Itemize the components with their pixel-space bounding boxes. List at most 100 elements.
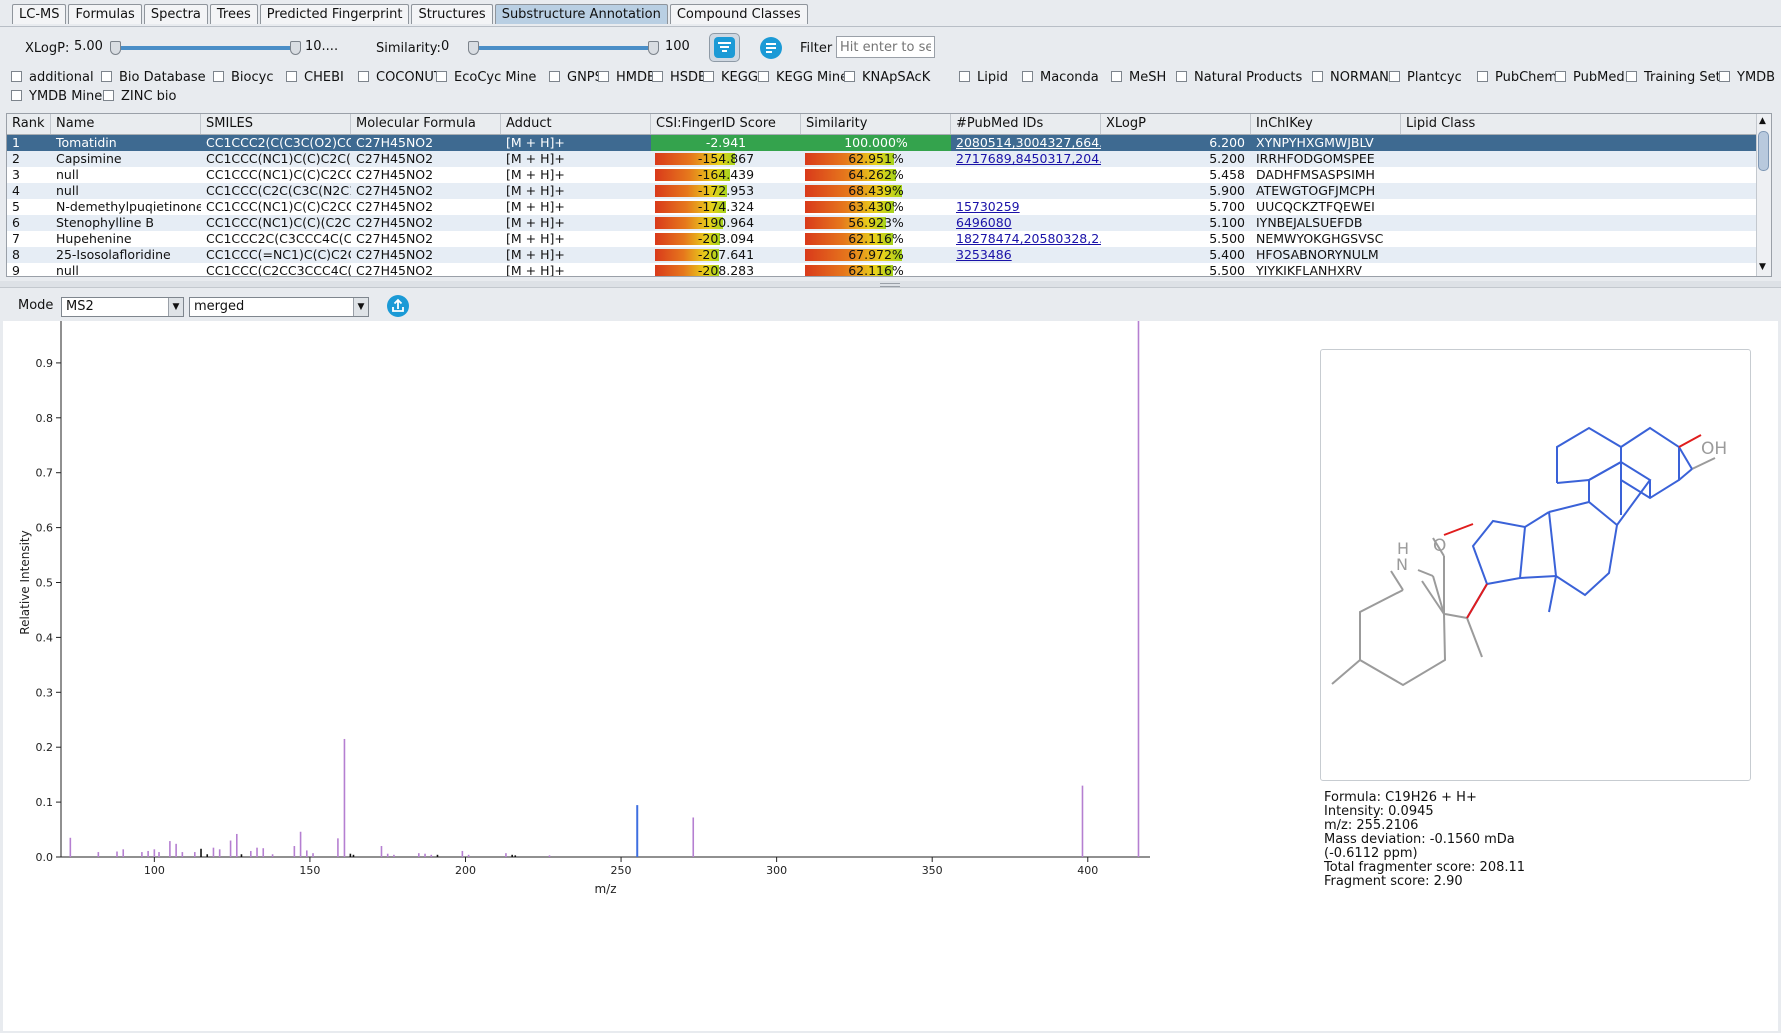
checkbox-icon[interactable]: [11, 90, 22, 101]
column-header-pubmed-ids[interactable]: #PubMed IDs: [951, 114, 1101, 134]
checkbox-icon[interactable]: [844, 71, 855, 82]
structure-filter-button[interactable]: [709, 33, 740, 62]
checkbox-icon[interactable]: [1626, 71, 1637, 82]
db-checkbox-mesh[interactable]: MeSH: [1111, 70, 1166, 85]
mode-select[interactable]: MS2 ▼: [61, 297, 184, 317]
tab-spectra[interactable]: Spectra: [143, 4, 208, 24]
table-row[interactable]: 2 Capsimine CC1CCC(NC1)C(C)C2C(C... C27H45N…: [7, 151, 1763, 167]
xlogp-min-value[interactable]: 5.00: [74, 39, 103, 54]
checkbox-icon[interactable]: [1477, 71, 1488, 82]
db-checkbox-kegg[interactable]: KEGG: [703, 70, 758, 85]
column-header-rank[interactable]: Rank: [7, 114, 51, 134]
db-checkbox-pubmed[interactable]: PubMed: [1555, 70, 1625, 85]
xlogp-slider[interactable]: [110, 40, 302, 56]
db-checkbox-maconda[interactable]: Maconda: [1022, 70, 1099, 85]
filter-search-input[interactable]: [836, 36, 935, 58]
tab-trees[interactable]: Trees: [209, 4, 258, 24]
list-filter-button[interactable]: [759, 36, 783, 60]
db-checkbox-pubchem[interactable]: PubChem: [1477, 70, 1557, 85]
db-checkbox-additional[interactable]: additional: [11, 70, 94, 85]
db-checkbox-plantcyc[interactable]: Plantcyc: [1389, 70, 1462, 85]
db-checkbox-ymdb[interactable]: YMDB: [1719, 70, 1775, 85]
db-checkbox-hmdb[interactable]: HMDB: [598, 70, 656, 85]
spectrum-select[interactable]: merged ▼: [189, 297, 369, 317]
checkbox-icon[interactable]: [286, 71, 297, 82]
db-checkbox-training-set[interactable]: Training Set: [1626, 70, 1721, 85]
similarity-min-value[interactable]: 0: [441, 39, 450, 54]
tab-structures[interactable]: Structures: [411, 4, 493, 24]
checkbox-icon[interactable]: [959, 71, 970, 82]
column-header-xlogp[interactable]: XLogP: [1101, 114, 1251, 134]
cell-pubmed[interactable]: 15730259: [951, 199, 1101, 215]
checkbox-icon[interactable]: [598, 71, 609, 82]
similarity-max-handle[interactable]: [648, 41, 659, 55]
table-vertical-scrollbar[interactable]: ▲ ▼: [1756, 114, 1771, 276]
checkbox-icon[interactable]: [358, 71, 369, 82]
scroll-up-icon[interactable]: ▲: [1759, 116, 1766, 126]
checkbox-icon[interactable]: [703, 71, 714, 82]
column-header-name[interactable]: Name: [51, 114, 201, 134]
table-row[interactable]: 9 null CC1CCC(C2CC3CCC4C(C3... C27H45NO2 [M …: [7, 263, 1763, 276]
tab-formulas[interactable]: Formulas: [68, 4, 142, 24]
pubmed-link[interactable]: 15730259: [956, 199, 1020, 214]
db-checkbox-ymdb-mine[interactable]: YMDB Mine: [11, 89, 102, 104]
cell-pubmed[interactable]: [951, 183, 1101, 199]
column-header-smiles[interactable]: SMILES: [201, 114, 351, 134]
db-checkbox-hsdb[interactable]: HSDB: [652, 70, 707, 85]
db-checkbox-natural-products[interactable]: Natural Products: [1176, 70, 1302, 85]
column-header-adduct[interactable]: Adduct: [501, 114, 651, 134]
checkbox-icon[interactable]: [1022, 71, 1033, 82]
column-header-inchikey[interactable]: InChIKey: [1251, 114, 1401, 134]
pubmed-link[interactable]: 2080514,3004327,664...: [956, 135, 1101, 150]
table-row[interactable]: 5 N-demethylpuqietinone CC1CCC(NC1)C(C)C2C…: [7, 199, 1763, 215]
table-row[interactable]: 3 null CC1CCC(NC1)C(C)C2CC... C27H45NO2 [M +…: [7, 167, 1763, 183]
checkbox-icon[interactable]: [1312, 71, 1323, 82]
db-checkbox-ecocyc-mine[interactable]: EcoCyc Mine: [436, 70, 536, 85]
tab-lc-ms[interactable]: LC-MS: [12, 4, 67, 24]
split-pane-divider[interactable]: [0, 281, 1781, 287]
cell-pubmed[interactable]: 3253486: [951, 247, 1101, 263]
checkbox-icon[interactable]: [213, 71, 224, 82]
xlogp-min-handle[interactable]: [110, 41, 121, 55]
tab-predicted-fingerprint[interactable]: Predicted Fingerprint: [259, 4, 410, 24]
checkbox-icon[interactable]: [11, 71, 22, 82]
table-row[interactable]: 8 25-Isosolafloridine CC1CCC(=NC1)C(C)C2C(…: [7, 247, 1763, 263]
cell-pubmed[interactable]: 6496080: [951, 215, 1101, 231]
scroll-thumb[interactable]: [1758, 131, 1769, 171]
db-checkbox-knapsack[interactable]: KNApSAcK: [844, 70, 930, 85]
tab-substructure-annotation[interactable]: Substructure Annotation: [494, 4, 668, 24]
db-checkbox-kegg-mine[interactable]: KEGG Mine: [758, 70, 848, 85]
similarity-max-value[interactable]: 100: [665, 39, 690, 54]
checkbox-icon[interactable]: [103, 90, 114, 101]
table-row[interactable]: 6 Stenophylline B CC1CCC(NC1)C(C)(C2CC... C…: [7, 215, 1763, 231]
column-header-similarity[interactable]: Similarity: [801, 114, 951, 134]
checkbox-icon[interactable]: [758, 71, 769, 82]
checkbox-icon[interactable]: [1111, 71, 1122, 82]
db-checkbox-biocyc[interactable]: Biocyc: [213, 70, 273, 85]
cell-pubmed[interactable]: 18278474,20580328,2...: [951, 231, 1101, 247]
export-button[interactable]: [386, 294, 410, 318]
db-checkbox-lipid[interactable]: Lipid: [959, 70, 1008, 85]
tab-compound-classes[interactable]: Compound Classes: [669, 4, 808, 24]
db-checkbox-norman[interactable]: NORMAN: [1312, 70, 1389, 85]
column-header-csi-fingerid-score[interactable]: CSI:FingerID Score: [651, 114, 801, 134]
scroll-down-icon[interactable]: ▼: [1759, 262, 1766, 272]
column-header-molecular-formula[interactable]: Molecular Formula: [351, 114, 501, 134]
cell-pubmed[interactable]: 2717689,8450317,204...: [951, 151, 1101, 167]
checkbox-icon[interactable]: [1389, 71, 1400, 82]
similarity-min-handle[interactable]: [468, 41, 479, 55]
pubmed-link[interactable]: 6496080: [956, 215, 1012, 230]
checkbox-icon[interactable]: [549, 71, 560, 82]
pubmed-link[interactable]: 2717689,8450317,204...: [956, 151, 1101, 166]
cell-pubmed[interactable]: [951, 263, 1101, 276]
db-checkbox-coconut[interactable]: COCONUT: [358, 70, 442, 85]
db-checkbox-chebi[interactable]: CHEBI: [286, 70, 344, 85]
table-row[interactable]: 4 null CC1CCC(C2C(C3C(N2C1)... C27H45NO2 [M …: [7, 183, 1763, 199]
db-checkbox-gnps[interactable]: GNPS: [549, 70, 603, 85]
db-checkbox-bio-database[interactable]: Bio Database: [101, 70, 206, 85]
cell-pubmed[interactable]: [951, 167, 1101, 183]
checkbox-icon[interactable]: [101, 71, 112, 82]
pubmed-link[interactable]: 18278474,20580328,2...: [956, 231, 1101, 246]
checkbox-icon[interactable]: [1719, 71, 1730, 82]
similarity-slider[interactable]: [468, 40, 660, 56]
